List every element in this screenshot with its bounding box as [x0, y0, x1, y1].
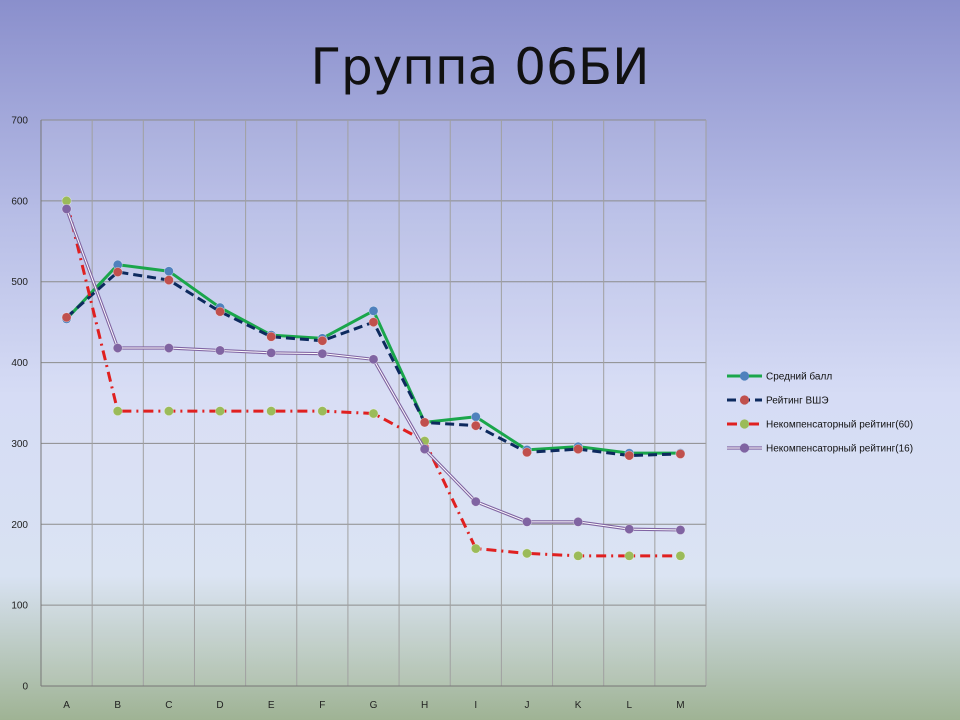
legend-marker [739, 371, 750, 381]
data-point [368, 305, 379, 316]
data-point [675, 525, 686, 535]
data-point [419, 444, 430, 454]
slide-title: Группа 06БИ [310, 38, 650, 96]
legend-item: Некомпенсаторный рейтинг(16) [727, 443, 913, 455]
data-point [163, 275, 174, 285]
y-tick-label: 700 [11, 116, 28, 127]
data-point [624, 450, 635, 461]
x-tick-label: J [524, 700, 529, 711]
x-tick-label: B [114, 700, 121, 711]
x-tick-label: C [165, 700, 172, 711]
legend-marker [739, 395, 750, 405]
data-point [368, 317, 379, 328]
data-point [470, 420, 481, 431]
data-point [522, 447, 532, 458]
data-point [522, 516, 532, 527]
x-tick-label: G [370, 700, 378, 711]
data-point [215, 406, 225, 416]
data-point [317, 348, 328, 359]
x-tick-label: F [319, 700, 325, 711]
y-axis-ticks: 0 100 200 300 400 500 600 700 [11, 116, 28, 693]
data-point [470, 543, 481, 554]
legend: Средний балл Рейтинг ВШЭ Некомпенсаторный … [727, 371, 913, 455]
legend-label: Рейтинг ВШЭ [766, 396, 829, 407]
data-point [573, 550, 584, 561]
y-tick-label: 0 [22, 682, 28, 693]
legend-item: Средний балл [727, 371, 832, 383]
x-tick-label: E [268, 700, 275, 711]
y-tick-label: 200 [11, 520, 28, 531]
data-point [470, 411, 481, 422]
legend-label: Некомпенсаторный рейтинг(16) [766, 444, 913, 455]
series-4 [61, 204, 686, 535]
data-point [317, 406, 328, 416]
data-point [624, 524, 635, 535]
data-point [266, 406, 277, 416]
data-point [266, 347, 277, 358]
data-point [368, 354, 379, 365]
plot-background [41, 120, 706, 686]
data-point [675, 550, 686, 561]
legend-marker [739, 443, 750, 453]
data-point [163, 343, 174, 353]
data-point [317, 335, 328, 346]
x-axis-ticks: A B C D E F G H I J K L M [63, 700, 684, 711]
data-point [215, 345, 225, 356]
data-point [573, 516, 584, 527]
data-point [61, 312, 72, 323]
y-tick-label: 300 [11, 439, 28, 450]
y-tick-label: 400 [11, 358, 28, 369]
legend-marker [739, 419, 750, 429]
x-tick-label: A [63, 700, 70, 711]
data-point [573, 444, 584, 454]
data-point [61, 204, 72, 214]
data-point [624, 550, 635, 561]
data-point [522, 548, 532, 559]
data-point [675, 449, 686, 459]
data-point [163, 266, 174, 277]
data-point [112, 267, 123, 277]
data-point [112, 406, 123, 416]
data-point [163, 406, 174, 416]
data-point [112, 343, 123, 353]
x-tick-label: I [474, 700, 477, 711]
data-point [470, 496, 481, 507]
x-tick-label: H [421, 700, 428, 711]
gridlines [40, 119, 707, 687]
legend-item: Некомпенсаторный рейтинг(60) [727, 419, 913, 431]
y-tick-label: 600 [11, 196, 28, 207]
data-point [266, 331, 277, 342]
series-3 [61, 195, 686, 561]
series-2 [61, 267, 686, 461]
x-tick-label: D [216, 700, 223, 711]
data-point [419, 417, 430, 428]
plot-area [41, 120, 706, 686]
x-tick-label: L [626, 700, 632, 711]
data-point [368, 408, 379, 419]
legend-label: Некомпенсаторный рейтинг(60) [766, 420, 913, 431]
series-group [61, 195, 686, 561]
x-tick-label: M [676, 700, 684, 711]
y-tick-label: 500 [11, 277, 28, 288]
data-point [215, 306, 225, 317]
legend-item: Рейтинг ВШЭ [727, 395, 829, 407]
x-tick-label: K [575, 700, 582, 711]
y-tick-label: 100 [11, 601, 28, 612]
legend-label: Средний балл [766, 371, 832, 383]
